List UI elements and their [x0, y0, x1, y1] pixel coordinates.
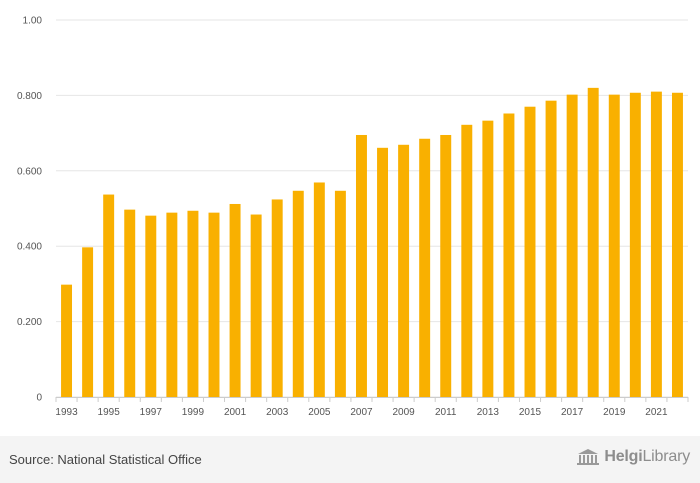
bar-2020	[629, 92, 641, 398]
x-tick-label: 2021	[645, 407, 668, 418]
bar-1996	[124, 209, 136, 397]
bar-2011	[440, 134, 452, 398]
bar-2009	[398, 144, 410, 397]
x-tick-label: 2003	[266, 407, 289, 418]
bar-2018	[587, 87, 599, 398]
bar-2006	[334, 190, 346, 397]
footer: Source: National Statistical Office Helg…	[0, 436, 700, 483]
y-tick-label: 0.600	[17, 166, 42, 177]
library-building-icon	[577, 449, 600, 465]
x-tick-label: 2001	[224, 407, 247, 418]
x-tick-label: 2013	[477, 407, 500, 418]
bar-2014	[503, 113, 515, 397]
bar-1999	[187, 210, 199, 397]
bar-2008	[377, 147, 389, 397]
bar-2000	[208, 212, 220, 397]
x-tick-label: 1995	[98, 407, 121, 418]
bar-2017	[566, 94, 578, 397]
bar-2016	[545, 100, 557, 397]
bar-2001	[229, 203, 241, 397]
x-tick-label: 2017	[561, 407, 584, 418]
bar-2022	[671, 92, 683, 398]
y-axis: 0 0.200 0.400 0.600 0.800 1.00	[17, 16, 42, 404]
x-tick-label: 1997	[140, 407, 163, 418]
x-tick-label: 1993	[55, 407, 78, 418]
x-tick-label: 2007	[350, 407, 373, 418]
brand-name: HelgiLibrary	[604, 448, 690, 466]
y-tick-label: 0	[36, 393, 42, 404]
x-tick-label: 2019	[603, 407, 626, 418]
brand-suffix: Library	[642, 448, 690, 465]
bar-1994	[82, 247, 94, 397]
bar-2015	[524, 106, 536, 398]
y-tick-label: 0.200	[17, 317, 42, 328]
bar-2002	[250, 214, 262, 397]
bar-2005	[313, 182, 325, 397]
x-tick-label: 2011	[435, 407, 457, 418]
y-tick-label: 1.00	[23, 16, 43, 27]
bar-2007	[355, 134, 367, 398]
x-tick-label: 2009	[392, 407, 415, 418]
bar-2004	[292, 190, 304, 397]
source-note: Source: National Statistical Office	[9, 452, 202, 467]
bar-1995	[103, 194, 115, 397]
bar-2003	[271, 199, 283, 397]
brand-prefix: Helgi	[604, 448, 643, 465]
bar-2010	[419, 138, 431, 397]
y-tick-label: 0.400	[17, 242, 42, 253]
bar-2012	[461, 124, 473, 397]
bar-2013	[482, 120, 494, 397]
bar-2021	[650, 91, 662, 397]
x-axis: 1993 1995 1997 1999 2001 2003 2005 2007 2009 2011…	[55, 397, 689, 418]
x-tick-label: 1999	[182, 407, 205, 418]
bar-1998	[166, 212, 178, 397]
bar-1997	[145, 215, 157, 397]
bars	[61, 87, 683, 398]
bar-1993	[61, 284, 73, 397]
brand-logo[interactable]: HelgiLibrary	[576, 448, 690, 466]
x-tick-label: 2005	[308, 407, 331, 418]
y-tick-label: 0.800	[17, 91, 42, 102]
x-tick-label: 2015	[519, 407, 542, 418]
bar-2019	[608, 94, 620, 397]
